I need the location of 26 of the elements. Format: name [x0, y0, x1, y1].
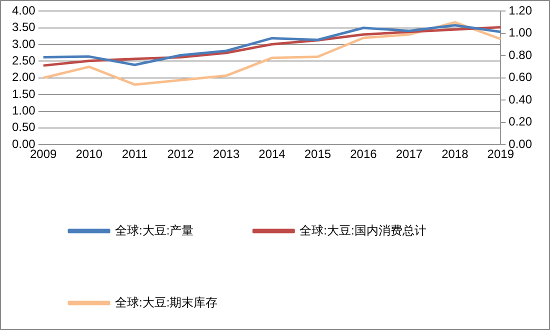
y-tick-label: 1.50: [12, 86, 36, 101]
x-tick-label: 2016: [350, 147, 378, 162]
y-tick-label: 0.50: [12, 120, 36, 134]
legend-label: 全球:大豆:产量: [115, 223, 194, 238]
legend-label: 全球:大豆:期末库存: [115, 295, 218, 310]
y2-tick-label: 0.60: [508, 70, 532, 84]
y-tick-label: 3.00: [12, 36, 36, 51]
x-tick-label: 2014: [258, 147, 286, 162]
y2-tick-label: 0.80: [508, 48, 532, 62]
y-tick-label: 3.50: [12, 20, 36, 34]
y2-tick-label: 1.00: [508, 26, 532, 40]
y2-tick-label: 0.40: [508, 92, 532, 106]
x-tick-label: 2010: [76, 147, 103, 162]
x-tick-label: 2011: [122, 147, 148, 162]
x-tick-label: 2013: [212, 147, 240, 162]
y-tick-label: 4.00: [12, 4, 36, 18]
y2-tick-label: 0.20: [508, 114, 532, 129]
y-tick-label: 1.00: [12, 104, 36, 118]
y-tick-label: 2.50: [12, 54, 36, 68]
y-tick-label: 2.00: [12, 70, 36, 84]
x-tick-label: 2017: [396, 147, 423, 162]
x-tick-label: 2015: [304, 147, 332, 162]
y2-tick-label: 1.20: [508, 4, 532, 18]
x-tick-label: 2018: [442, 147, 469, 162]
legend-label: 全球:大豆:国内消费总计: [300, 223, 426, 238]
x-tick-label: 2012: [167, 147, 194, 162]
